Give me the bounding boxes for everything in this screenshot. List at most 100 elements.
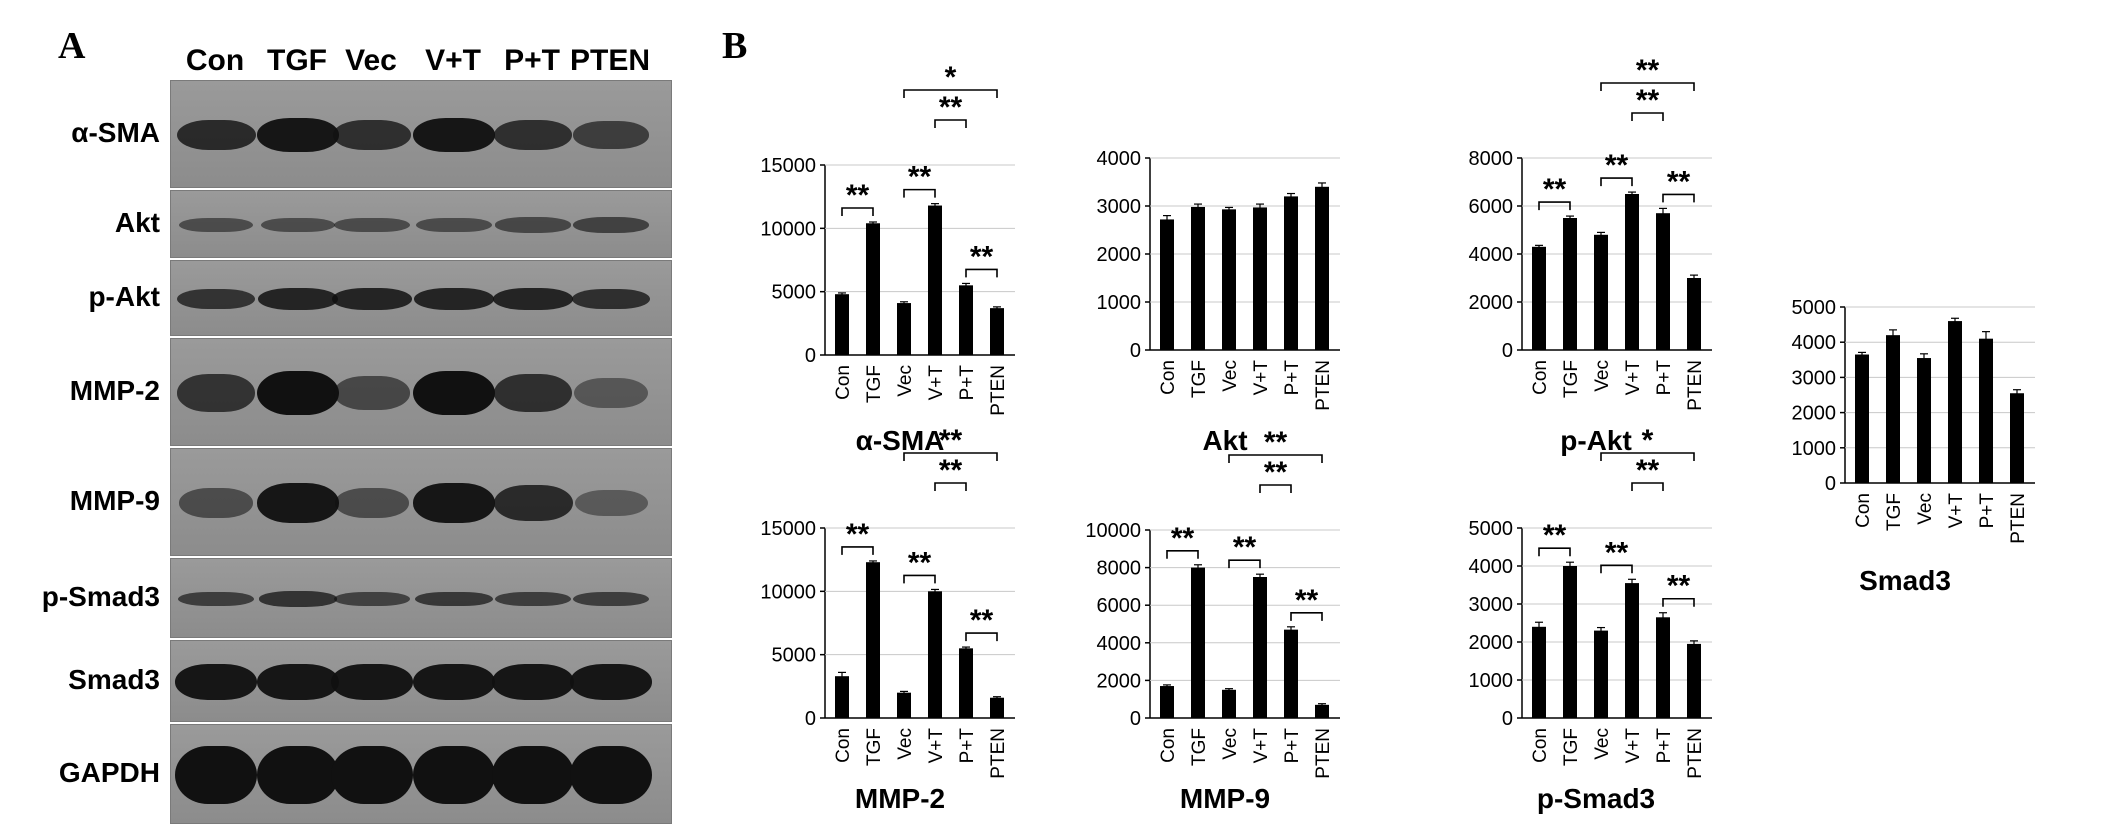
blot-band (570, 746, 652, 804)
lane-header: V+T (425, 44, 481, 77)
blot-label: Akt (114, 207, 160, 238)
y-tick-label: 3000 (1469, 594, 1514, 616)
blot-band (574, 489, 648, 517)
y-tick-label: 5000 (1792, 297, 1837, 319)
significance-label: ** (939, 91, 963, 124)
y-tick-label: 4000 (1097, 633, 1142, 655)
significance-label: ** (1295, 584, 1319, 617)
y-tick-label: 2000 (1469, 292, 1514, 314)
y-tick-label: 3000 (1792, 367, 1837, 389)
significance-bracket (1600, 564, 1633, 574)
bar (1191, 567, 1205, 718)
panel-label-a: A (58, 25, 86, 67)
x-tick-label: P+T (1977, 493, 1998, 529)
bar (990, 308, 1004, 355)
bar (1222, 209, 1236, 350)
bar (1917, 358, 1931, 483)
bar (866, 223, 880, 355)
blot-band (414, 288, 494, 310)
y-tick-label: 0 (1502, 708, 1513, 730)
y-tick-label: 2000 (1792, 403, 1837, 425)
x-tick-label: TGF (864, 365, 885, 403)
blot-band (413, 371, 495, 415)
blot-band (259, 591, 337, 607)
y-tick-label: 4000 (1469, 244, 1514, 266)
blot-label: p-Akt (88, 281, 160, 312)
y-tick-label: 4000 (1792, 332, 1837, 354)
blot-band (413, 118, 495, 152)
y-tick-label: 8000 (1097, 558, 1142, 580)
significance-bracket (1600, 177, 1633, 187)
bar (1191, 206, 1205, 350)
blot-band (257, 371, 339, 415)
x-tick-label: TGF (1189, 360, 1210, 398)
blot-band (177, 591, 255, 607)
y-tick-label: 0 (1130, 708, 1141, 730)
y-tick-label: 6000 (1097, 595, 1142, 617)
bar (928, 591, 942, 718)
x-tick-label: PTEN (1313, 360, 1334, 411)
blot-band (413, 746, 495, 804)
blot-band (334, 217, 410, 233)
blot-label: Smad3 (68, 664, 160, 695)
blot-band (571, 288, 651, 310)
significance-label: ** (1605, 536, 1629, 569)
significance-bracket (903, 574, 936, 584)
significance-bracket (965, 268, 998, 278)
x-tick-label: PTEN (1313, 728, 1334, 779)
blot-band (570, 664, 652, 700)
lane-header: Con (185, 44, 245, 77)
significance-bracket (841, 207, 874, 216)
significance-label: ** (970, 240, 994, 273)
x-tick-label: V+T (1251, 728, 1272, 764)
x-tick-label: Vec (895, 728, 916, 760)
significance-bracket (1600, 452, 1695, 461)
blot-band (176, 119, 256, 151)
significance-bracket (1631, 482, 1664, 491)
blot-band (416, 217, 492, 233)
significance-label: ** (1264, 456, 1288, 489)
blot-band (494, 591, 572, 607)
x-tick-label: PTEN (1685, 360, 1706, 411)
bar (1687, 643, 1701, 718)
blot-band (493, 120, 573, 150)
significance-label: ** (1636, 84, 1660, 117)
y-tick-label: 2000 (1469, 632, 1514, 654)
significance-label: ** (1171, 522, 1195, 555)
blot-band (493, 288, 573, 310)
significance-label: ** (1543, 519, 1567, 552)
blot-label: p-Smad3 (41, 581, 160, 612)
x-tick-label: Con (1530, 728, 1551, 763)
significance-label: * (1642, 424, 1654, 457)
x-tick-label: V+T (1623, 360, 1644, 396)
blot-strip (170, 338, 672, 446)
bar (1855, 354, 1869, 483)
significance-bracket (1662, 193, 1695, 203)
y-tick-label: 10000 (760, 581, 816, 603)
blot-band (572, 591, 650, 607)
blot-label: GAPDH (58, 757, 160, 788)
blot-band (332, 120, 412, 150)
x-tick-label: Con (1853, 493, 1874, 528)
bar (1886, 335, 1900, 483)
lane-header: PTEN (570, 44, 651, 77)
significance-bracket (1538, 201, 1571, 211)
bar-chart: 0 2000 4000 6000 8000 10000 Con TGF Vec V+T P+T PTE… (1085, 426, 1340, 814)
x-tick-label: Vec (1220, 728, 1241, 760)
bar (1315, 186, 1329, 350)
significance-bracket (1228, 559, 1261, 569)
y-tick-label: 1000 (1097, 292, 1142, 314)
y-tick-label: 5000 (772, 282, 817, 304)
blot-label: MMP-9 (69, 485, 160, 516)
x-tick-label: TGF (864, 728, 885, 766)
y-tick-label: 6000 (1469, 196, 1514, 218)
blot-band (178, 217, 254, 233)
chart-title: MMP-2 (855, 783, 945, 814)
x-tick-label: P+T (1282, 728, 1303, 764)
significance-bracket (841, 546, 874, 555)
y-tick-label: 5000 (1469, 518, 1514, 540)
significance-label: ** (1636, 454, 1660, 487)
